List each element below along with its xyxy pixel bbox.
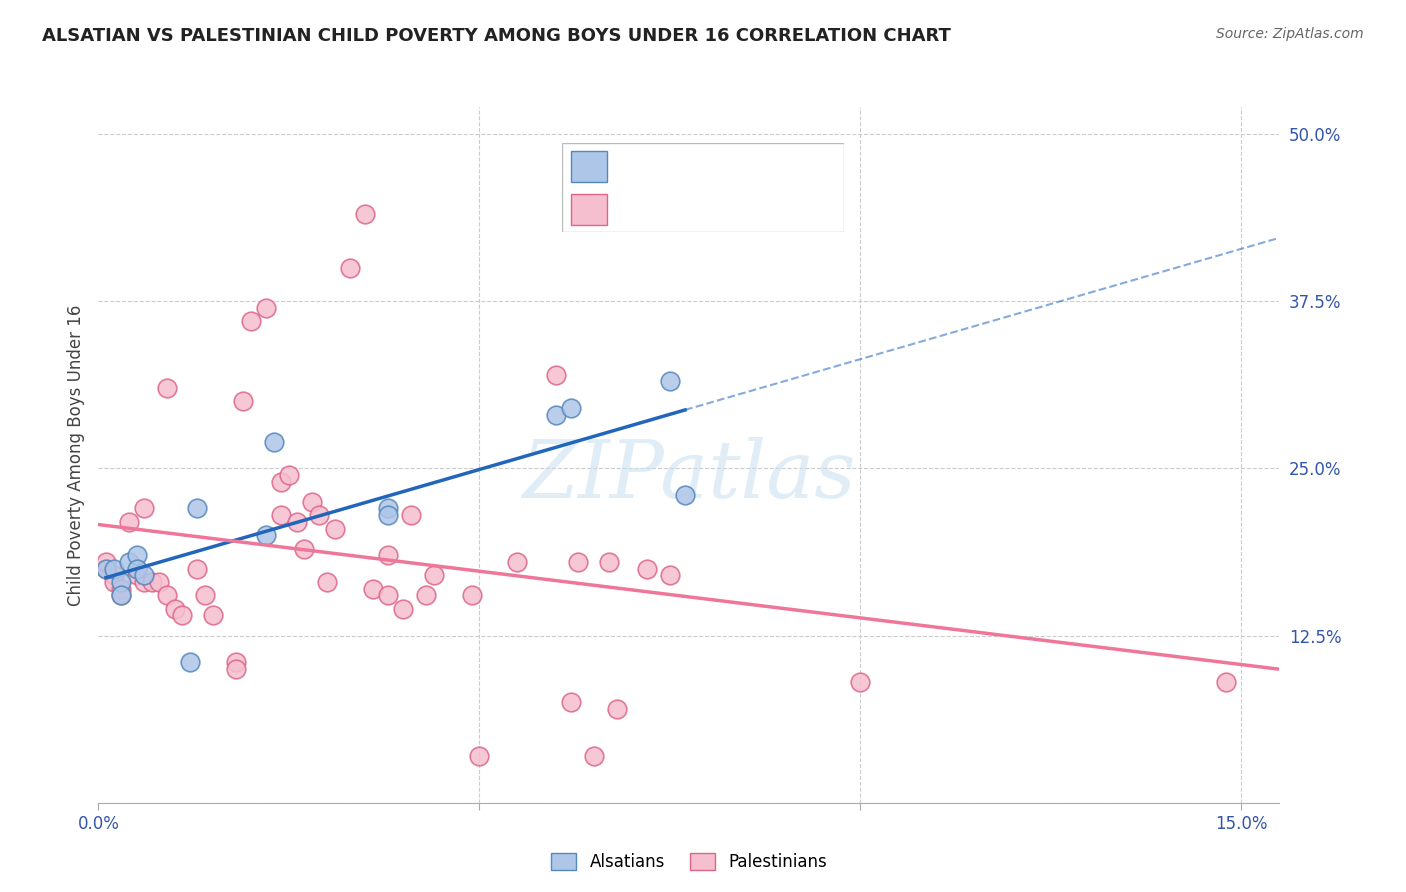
Point (461, 589, 484, 603)
Point (263, 434, 285, 449)
Point (301, 494, 323, 508)
Point (270, 508, 292, 523)
Point (560, 696, 582, 710)
Point (141, 575, 163, 590)
FancyBboxPatch shape (562, 143, 844, 232)
Point (110, 582, 132, 596)
Text: ZIPatlas: ZIPatlas (522, 437, 856, 515)
Point (582, 749, 605, 764)
Point (415, 589, 437, 603)
Point (422, 568, 444, 582)
Point (270, 475, 292, 489)
Text: N =: N = (740, 200, 770, 218)
Point (377, 501, 399, 516)
Point (239, 314, 262, 328)
Point (468, 749, 491, 764)
Text: 0.540: 0.540 (675, 157, 727, 175)
Point (377, 589, 399, 603)
Point (125, 568, 148, 582)
Point (361, 582, 384, 596)
Point (544, 408, 567, 422)
Point (103, 568, 125, 582)
Point (658, 568, 681, 582)
Point (849, 675, 872, 690)
Point (285, 515, 308, 529)
Text: R =: R = (619, 157, 650, 175)
Point (163, 602, 186, 616)
Point (636, 562, 658, 576)
Point (1215, 675, 1237, 690)
Point (103, 562, 125, 576)
Point (110, 575, 132, 590)
Point (134, 501, 156, 516)
Point (658, 375, 681, 389)
Point (673, 488, 696, 502)
Text: Source: ZipAtlas.com: Source: ZipAtlas.com (1216, 27, 1364, 41)
Point (506, 555, 529, 569)
Point (377, 548, 399, 563)
Text: ALSATIAN VS PALESTINIAN CHILD POVERTY AMONG BOYS UNDER 16 CORRELATION CHART: ALSATIAN VS PALESTINIAN CHILD POVERTY AM… (42, 27, 950, 45)
Point (354, 207, 377, 221)
Point (186, 501, 208, 516)
Point (225, 655, 247, 669)
FancyBboxPatch shape (571, 151, 607, 182)
Point (103, 575, 125, 590)
Text: N =: N = (740, 157, 770, 175)
Point (377, 508, 399, 523)
Text: R =: R = (619, 200, 650, 218)
FancyBboxPatch shape (571, 194, 607, 225)
Point (308, 508, 330, 523)
Legend: Alsatians, Palestinians: Alsatians, Palestinians (544, 847, 834, 878)
Point (118, 515, 141, 529)
Point (94, 562, 117, 576)
Point (194, 589, 217, 603)
Point (392, 602, 415, 616)
Point (125, 548, 148, 563)
Point (254, 528, 277, 542)
Point (110, 589, 132, 603)
Point (148, 575, 170, 590)
Point (232, 394, 254, 409)
Point (201, 608, 224, 623)
Point (94, 562, 117, 576)
Point (134, 568, 156, 582)
Point (225, 662, 247, 676)
Point (606, 702, 628, 716)
Point (110, 589, 132, 603)
Text: 18: 18 (787, 157, 810, 175)
Point (125, 562, 148, 576)
Point (277, 468, 299, 483)
Point (179, 655, 201, 669)
Text: -0.044: -0.044 (669, 200, 728, 218)
Point (567, 555, 589, 569)
Point (156, 381, 179, 395)
Text: 56: 56 (787, 200, 810, 218)
Point (544, 368, 567, 382)
Point (156, 589, 179, 603)
Point (172, 608, 194, 623)
Point (323, 521, 346, 535)
Point (292, 541, 315, 556)
Point (125, 562, 148, 576)
Point (316, 575, 339, 590)
Point (186, 562, 208, 576)
Point (118, 555, 141, 569)
Point (560, 401, 582, 416)
Point (399, 508, 422, 523)
Point (339, 260, 361, 275)
Point (134, 575, 156, 590)
Point (598, 555, 620, 569)
Y-axis label: Child Poverty Among Boys Under 16: Child Poverty Among Boys Under 16 (66, 304, 84, 606)
Point (254, 301, 277, 315)
Point (94, 555, 117, 569)
